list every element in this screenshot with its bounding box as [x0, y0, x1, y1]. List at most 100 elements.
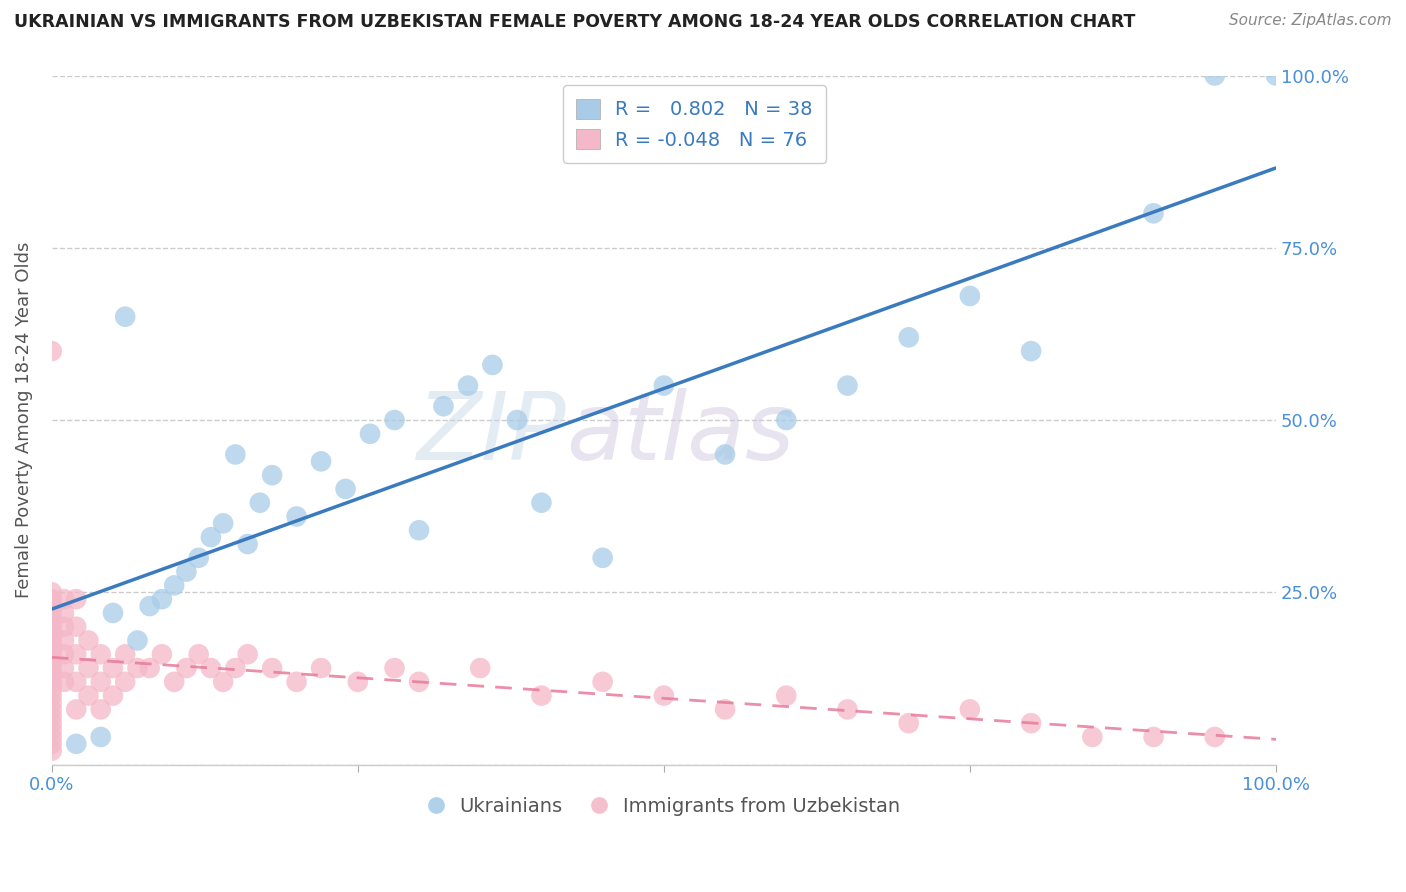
Point [187, 647, 209, 661]
Point [77, 689, 100, 703]
Point [530, 689, 553, 703]
Point [41, 702, 63, 716]
Point [224, 661, 246, 675]
Point [408, 674, 430, 689]
Text: ZIP: ZIP [416, 388, 567, 479]
Point [457, 378, 479, 392]
Point [53, 620, 76, 634]
Point [775, 689, 797, 703]
Point [1019, 344, 1042, 359]
Point [1204, 69, 1226, 83]
Point [65, 592, 87, 607]
Point [41, 613, 63, 627]
Point [1142, 730, 1164, 744]
Point [506, 413, 529, 427]
Point [101, 606, 124, 620]
Point [837, 378, 859, 392]
Point [41, 668, 63, 682]
Point [163, 674, 186, 689]
Point [41, 606, 63, 620]
Point [65, 647, 87, 661]
Point [262, 468, 284, 483]
Point [41, 599, 63, 613]
Point [200, 530, 222, 544]
Point [101, 661, 124, 675]
Point [384, 661, 406, 675]
Point [77, 633, 100, 648]
Point [90, 702, 112, 716]
Point [959, 289, 981, 303]
Point [481, 358, 503, 372]
Point [53, 633, 76, 648]
Point [114, 647, 136, 661]
Point [249, 496, 271, 510]
Point [714, 702, 737, 716]
Point [41, 709, 63, 723]
Point [41, 696, 63, 710]
Point [187, 550, 209, 565]
Point [53, 592, 76, 607]
Point [652, 689, 675, 703]
Point [1142, 206, 1164, 220]
Point [1204, 730, 1226, 744]
Point [212, 674, 235, 689]
Point [41, 620, 63, 634]
Point [1265, 69, 1288, 83]
Point [53, 674, 76, 689]
Point [236, 647, 259, 661]
Point [41, 640, 63, 655]
Point [652, 378, 675, 392]
Point [41, 626, 63, 640]
Point [224, 447, 246, 461]
Point [101, 689, 124, 703]
Point [138, 661, 160, 675]
Point [236, 537, 259, 551]
Point [41, 633, 63, 648]
Point [41, 592, 63, 607]
Point [53, 647, 76, 661]
Point [114, 674, 136, 689]
Point [127, 633, 149, 648]
Point [384, 413, 406, 427]
Point [41, 674, 63, 689]
Point [359, 426, 381, 441]
Point [408, 523, 430, 537]
Point [90, 647, 112, 661]
Point [90, 674, 112, 689]
Point [200, 661, 222, 675]
Point [53, 661, 76, 675]
Point [65, 737, 87, 751]
Point [897, 716, 920, 731]
Point [897, 330, 920, 344]
Point [1081, 730, 1104, 744]
Text: UKRAINIAN VS IMMIGRANTS FROM UZBEKISTAN FEMALE POVERTY AMONG 18-24 YEAR OLDS COR: UKRAINIAN VS IMMIGRANTS FROM UZBEKISTAN … [14, 13, 1136, 31]
Point [77, 661, 100, 675]
Point [65, 674, 87, 689]
Point [127, 661, 149, 675]
Point [53, 606, 76, 620]
Point [41, 730, 63, 744]
Point [592, 674, 614, 689]
Point [432, 399, 454, 413]
Text: atlas: atlas [567, 388, 794, 479]
Point [138, 599, 160, 613]
Point [309, 661, 332, 675]
Point [1019, 716, 1042, 731]
Point [65, 702, 87, 716]
Point [775, 413, 797, 427]
Point [65, 620, 87, 634]
Point [212, 516, 235, 531]
Point [41, 585, 63, 599]
Point [41, 647, 63, 661]
Y-axis label: Female Poverty Among 18-24 Year Olds: Female Poverty Among 18-24 Year Olds [15, 242, 32, 599]
Point [41, 654, 63, 668]
Point [41, 716, 63, 731]
Point [41, 681, 63, 696]
Point [163, 578, 186, 592]
Point [41, 689, 63, 703]
Point [262, 661, 284, 675]
Point [309, 454, 332, 468]
Point [176, 565, 198, 579]
Point [470, 661, 492, 675]
Point [90, 730, 112, 744]
